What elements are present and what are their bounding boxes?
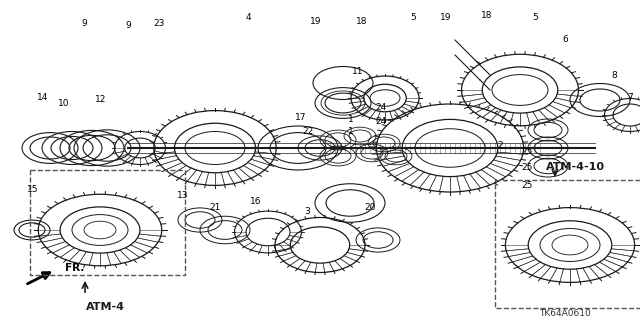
Text: 6: 6	[562, 35, 568, 44]
Bar	[495, 180, 640, 308]
Text: 1: 1	[348, 115, 354, 124]
Text: 17: 17	[295, 114, 307, 122]
Text: 1: 1	[348, 128, 354, 137]
Text: 23: 23	[154, 19, 164, 27]
Text: 7: 7	[627, 93, 633, 102]
Text: 25: 25	[522, 181, 532, 189]
Text: 24: 24	[376, 117, 387, 127]
Text: ATM-4: ATM-4	[86, 302, 125, 312]
Text: 3: 3	[304, 207, 310, 217]
Text: 2: 2	[497, 140, 503, 150]
Text: 13: 13	[177, 190, 189, 199]
Text: 12: 12	[95, 95, 107, 105]
Text: 11: 11	[352, 68, 364, 77]
Text: 5: 5	[532, 13, 538, 23]
Text: 4: 4	[245, 13, 251, 23]
Text: 14: 14	[37, 93, 49, 102]
Text: 25: 25	[522, 147, 532, 157]
Text: 19: 19	[440, 13, 452, 23]
Text: FR.: FR.	[65, 263, 84, 273]
Bar	[30, 170, 185, 275]
Text: TK64A0610: TK64A0610	[539, 308, 591, 317]
Text: 21: 21	[209, 204, 221, 212]
Text: 18: 18	[481, 11, 493, 19]
Text: 15: 15	[28, 186, 39, 195]
Text: 22: 22	[302, 128, 314, 137]
Text: 16: 16	[250, 197, 262, 206]
Text: 9: 9	[125, 20, 131, 29]
Text: 24: 24	[376, 103, 387, 113]
Text: 5: 5	[410, 13, 416, 23]
Text: ATM-4-10: ATM-4-10	[545, 162, 605, 172]
Text: 9: 9	[81, 19, 87, 27]
Text: 20: 20	[364, 204, 376, 212]
Text: 18: 18	[356, 18, 368, 26]
Text: 25: 25	[522, 164, 532, 173]
Text: 8: 8	[611, 70, 617, 79]
Text: 19: 19	[310, 18, 322, 26]
Text: 10: 10	[58, 99, 70, 108]
